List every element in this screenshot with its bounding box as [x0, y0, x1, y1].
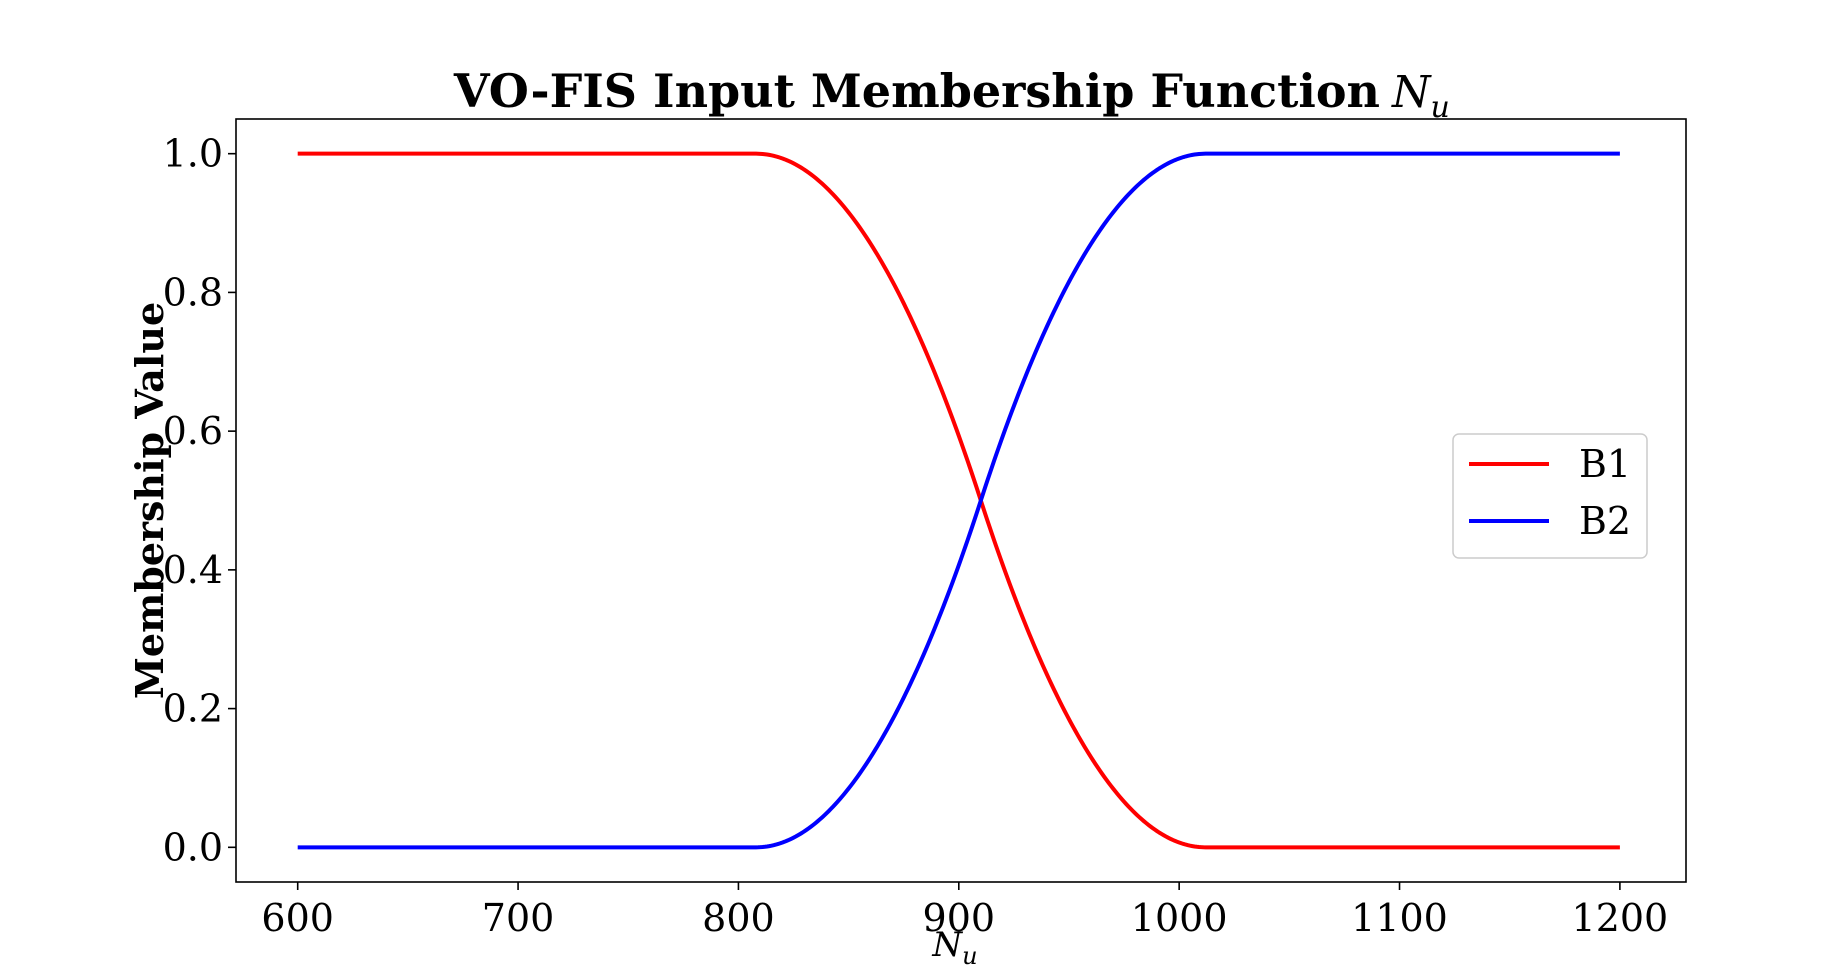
x-tick-label: 1200 — [1572, 896, 1669, 940]
x-tick-label: 600 — [261, 896, 334, 940]
x-axis-ticks: 600 700 800 900 1000 1100 1200 — [261, 882, 1668, 940]
axes-frame — [235, 118, 1687, 883]
x-axis-label: Nu — [931, 925, 977, 970]
chart-title: VO-FIS Input Membership Function Nu — [453, 64, 1450, 125]
y-tick-label: 0.6 — [163, 409, 223, 453]
y-tick-label: 0.0 — [163, 825, 223, 869]
y-tick-label: 0.8 — [163, 270, 223, 314]
legend-label-b2: B2 — [1579, 499, 1631, 543]
y-axis-label: Membership Value — [127, 302, 172, 699]
x-axis-label-base: N — [931, 925, 963, 965]
chart-title-math: Nu — [1391, 67, 1450, 125]
legend-label-b1: B1 — [1579, 442, 1631, 486]
series-layer — [297, 151, 1620, 850]
x-tick-label: 700 — [482, 896, 555, 940]
x-tick-label: 1100 — [1351, 896, 1448, 940]
series-line-b2 — [297, 151, 1620, 850]
x-tick-label: 1000 — [1131, 896, 1228, 940]
y-tick-label: 0.4 — [163, 548, 223, 592]
x-tick-label: 800 — [702, 896, 775, 940]
y-tick-label: 0.2 — [163, 687, 223, 731]
title-math-sub: u — [1431, 90, 1450, 125]
series-line-b1 — [297, 151, 1620, 850]
chart-title-text: VO-FIS Input Membership Function — [453, 64, 1380, 118]
x-tick-label: 900 — [923, 896, 996, 940]
title-math-base: N — [1391, 67, 1432, 118]
y-axis-ticks: 0.0 0.2 0.4 0.6 0.8 1.0 — [163, 132, 236, 869]
x-axis-label-sub: u — [962, 942, 977, 970]
y-tick-label: 1.0 — [163, 132, 223, 176]
